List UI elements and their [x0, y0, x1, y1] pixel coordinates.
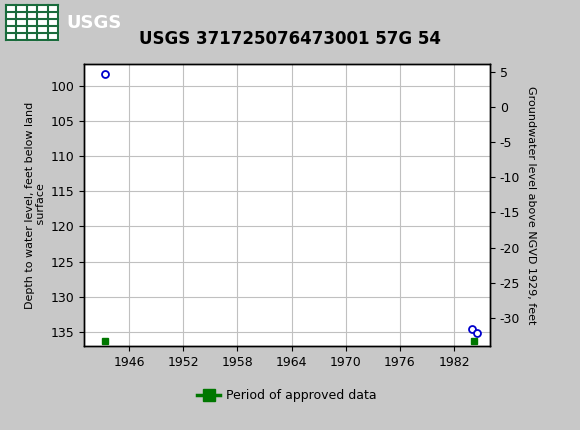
Text: USGS: USGS [67, 14, 122, 31]
Y-axis label: Depth to water level, feet below land
 surface: Depth to water level, feet below land su… [25, 102, 46, 309]
Y-axis label: Groundwater level above NGVD 1929, feet: Groundwater level above NGVD 1929, feet [525, 86, 536, 325]
Text: USGS 371725076473001 57G 54: USGS 371725076473001 57G 54 [139, 30, 441, 48]
FancyBboxPatch shape [6, 6, 58, 40]
Legend: Period of approved data: Period of approved data [197, 389, 377, 402]
